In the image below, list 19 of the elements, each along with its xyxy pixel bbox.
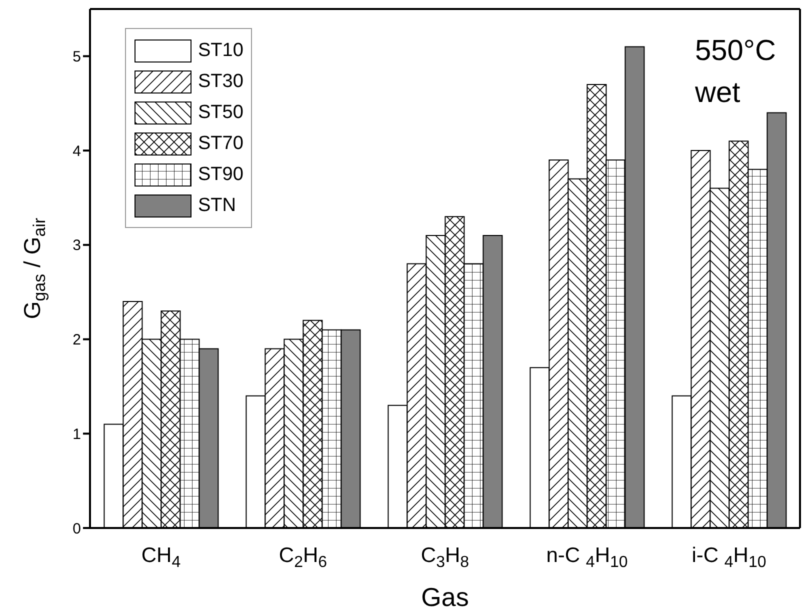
y-tick-label: 4	[72, 142, 81, 160]
y-tick-label: 0	[72, 520, 81, 538]
x-tick-label: C$_{3}$H$_{8}$	[420, 544, 470, 571]
legend-label: ST10	[198, 40, 244, 62]
legend-label: ST30	[198, 70, 244, 92]
legend-label: ST90	[198, 164, 244, 186]
y-tick-label: 2	[72, 332, 81, 349]
x-tick-label: i-C $_{4}$H$_{10}$	[692, 544, 766, 571]
x-tick-label: CH$_{4}$	[141, 544, 181, 571]
legend-label: ST50	[198, 102, 244, 124]
y-tick-label: 3	[72, 237, 81, 254]
y-tick-label: 5	[72, 48, 81, 66]
legend-label: ST70	[198, 132, 244, 154]
x-axis-title: Gas	[421, 582, 469, 611]
legend-label: STN	[198, 194, 236, 216]
y-tick-label: 1	[72, 426, 81, 443]
x-tick-label: C$_{2}$H$_{6}$	[278, 544, 328, 571]
annotation: 550°C wet	[695, 34, 776, 111]
x-tick-label: n-C $_{4}$H$_{10}$	[546, 544, 628, 571]
